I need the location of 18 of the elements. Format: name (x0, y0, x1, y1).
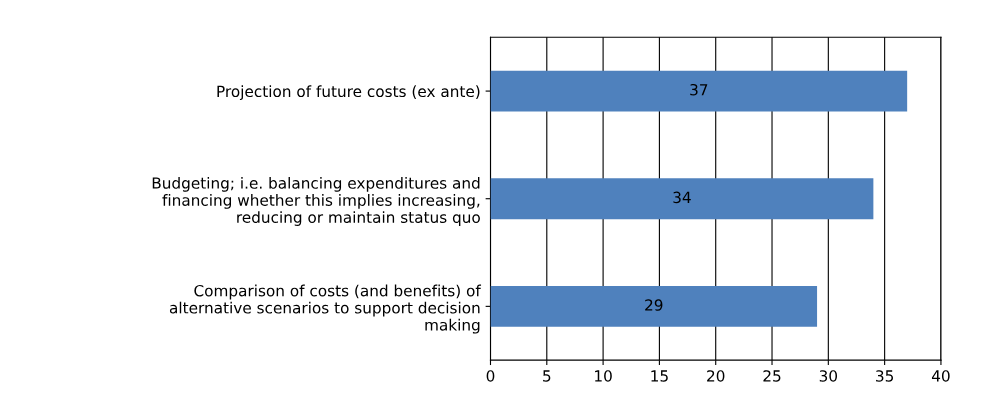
x-tick-label: 15 (651, 370, 668, 382)
x-tick-label: 40 (931, 370, 950, 382)
x-tick-label: 10 (595, 370, 612, 382)
x-tick-label: 25 (763, 370, 781, 382)
bar (490, 70, 908, 112)
data-label: 34 (673, 191, 691, 204)
data-label: 37 (690, 83, 708, 96)
y-tick-label: Comparison of costs (and benefits) of alternative scenarios to support decision making (169, 284, 482, 334)
x-tick-label: 30 (819, 370, 838, 382)
x-tick-label: 5 (543, 370, 551, 382)
bar (490, 178, 874, 220)
y-tick-label: Projection of future costs (ex ante) (217, 85, 480, 101)
bar (490, 285, 818, 327)
data-label: 29 (645, 299, 663, 311)
y-tick-label: Budgeting; i.e. balancing expenditures and financing whether this implies increasing, reducing or maintain status quo (152, 176, 480, 226)
x-tick-label: 20 (707, 370, 725, 382)
x-tick-label: 35 (876, 370, 894, 382)
x-tick-label: 0 (486, 370, 495, 382)
